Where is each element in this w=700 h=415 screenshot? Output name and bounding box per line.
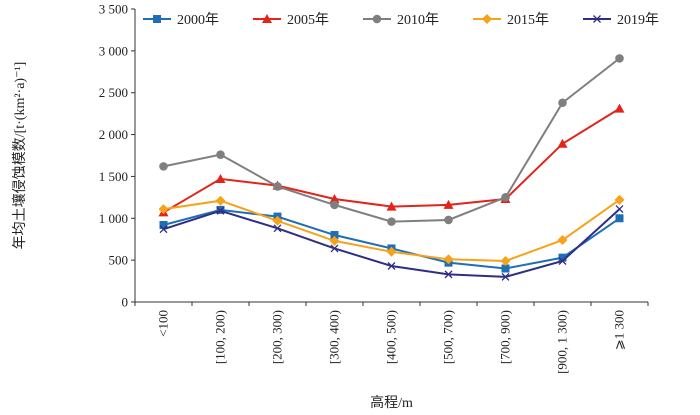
- legend-label: 2010年: [397, 12, 439, 28]
- data-point: [330, 200, 339, 210]
- data-point: [330, 231, 339, 240]
- x-tick-label: [500, 700): [441, 310, 456, 364]
- data-point: [501, 193, 510, 202]
- data-point: [215, 173, 226, 183]
- data-point: [444, 215, 453, 225]
- x-tick-label: [900, 1 300): [555, 310, 570, 374]
- data-point: [500, 255, 511, 266]
- y-axis-title: 年均土壤侵蚀模数/[t·(km²·a)⁻¹]: [11, 62, 28, 250]
- data-point: [386, 246, 397, 257]
- data-point: [153, 15, 161, 23]
- data-point-stroke: [273, 224, 282, 233]
- y-tick-label: 0: [122, 295, 129, 310]
- data-point: [216, 150, 225, 159]
- data-point-stroke: [444, 270, 453, 279]
- data-point-stroke: [501, 272, 510, 281]
- data-point: [501, 264, 510, 273]
- x-tick-label: <100: [156, 310, 171, 337]
- data-point: [558, 253, 567, 262]
- x-axis-title: 高程/m: [370, 394, 413, 411]
- legend-item: 2019年: [583, 12, 659, 28]
- x-tick-label: [700, 900): [498, 310, 513, 364]
- data-point: [159, 162, 168, 171]
- data-point: [158, 204, 169, 215]
- data-point: [615, 54, 624, 63]
- data-point: [557, 138, 568, 148]
- x-tick-label: [300, 400): [327, 310, 342, 364]
- data-point-stroke: [387, 262, 396, 270]
- x-tick-label: ⩾1 300: [612, 310, 627, 350]
- data-point-stroke: [159, 225, 168, 234]
- y-tick-label: 1 000: [99, 211, 128, 226]
- data-point: [159, 220, 168, 229]
- data-point: [558, 98, 567, 108]
- legend-label: 2019年: [617, 12, 659, 28]
- data-point-stroke: [216, 206, 225, 215]
- data-point: [330, 244, 339, 253]
- data-point: [443, 254, 454, 265]
- legend-label: 2000年: [177, 12, 219, 28]
- data-point: [482, 14, 492, 24]
- data-point-stroke: [593, 15, 601, 23]
- data-point: [387, 217, 396, 226]
- data-point: [443, 199, 454, 209]
- data-point: [272, 215, 283, 226]
- legend: 2000年 2005年 2010年 2015年 2019年: [143, 12, 659, 28]
- data-point-stroke: [615, 205, 624, 214]
- data-point: [501, 272, 510, 281]
- data-point: [615, 214, 624, 223]
- x-tick-label: [100, 200): [213, 310, 228, 364]
- legend-item: 2005年: [253, 12, 329, 28]
- data-point: [216, 206, 225, 215]
- data-point: [329, 235, 340, 246]
- legend-label: 2005年: [287, 12, 329, 28]
- y-tick-label: 1 500: [99, 169, 128, 184]
- legend-item: 2015年: [473, 12, 549, 28]
- legend-item: 2010年: [363, 12, 439, 28]
- data-point: [387, 262, 396, 270]
- series: [159, 205, 624, 281]
- data-point: [372, 14, 382, 24]
- y-tick-label: 500: [109, 253, 129, 268]
- legend-label: 2015年: [507, 12, 549, 28]
- data-point: [159, 225, 168, 234]
- x-tick-label: [400, 500): [384, 310, 399, 364]
- series: [158, 103, 625, 217]
- data-point: [262, 14, 272, 23]
- data-point: [614, 103, 625, 113]
- y-tick-label: 3 000: [99, 43, 128, 58]
- series: [158, 194, 625, 266]
- data-point: [593, 15, 601, 23]
- data-point: [444, 270, 453, 279]
- series-line: [163, 57, 621, 223]
- axes: 0 500 1 000 1 500 2 000 2 500 3 000 3 500 <100 [1…: [99, 2, 649, 374]
- data-point-stroke: [330, 244, 339, 253]
- data-point: [386, 201, 397, 211]
- y-tick-label: 2 000: [99, 127, 128, 142]
- x-tick-label: [200, 300): [270, 310, 285, 364]
- y-tick-label: 2 500: [99, 85, 128, 100]
- data-point: [614, 194, 625, 205]
- data-point: [215, 195, 226, 206]
- data-point: [557, 235, 568, 246]
- data-point: [558, 257, 567, 265]
- series-layer: [158, 54, 625, 281]
- data-point: [615, 205, 624, 214]
- y-tick-label: 3 500: [99, 2, 128, 17]
- series: [159, 54, 624, 226]
- data-point: [273, 224, 282, 233]
- legend-item: 2000年: [143, 12, 219, 28]
- data-point: [329, 194, 340, 204]
- data-point-stroke: [558, 257, 567, 265]
- data-point: [273, 182, 282, 191]
